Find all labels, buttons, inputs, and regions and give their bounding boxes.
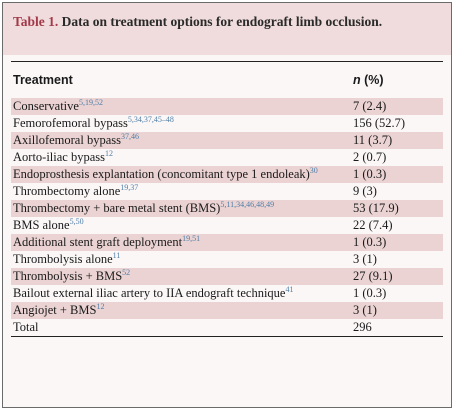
table-caption-label: Table 1. [13,14,59,29]
treatment-cell: Total [11,320,353,335]
table-row: Additional stent graft deployment19,51 1 … [11,234,443,251]
count-cell: 9 (3) [353,184,377,198]
count-cell: 7 (2.4) [353,99,387,113]
table-frame: Table 1. Data on treatment options for e… [2,2,452,408]
treatment-name: Angiojet + BMS [13,303,97,317]
treatment-cell: Aorto-iliac bypass12 [11,148,353,165]
count-cell: 27 (9.1) [353,269,393,283]
treatment-cell: Additional stent graft deployment19,51 [11,233,353,250]
count-cell: 3 (1) [353,303,377,317]
count-cell: 11 (3.7) [353,133,393,147]
table-row: Axillofemoral bypass37,46 11 (3.7) [11,132,443,149]
treatment-name: Total [13,320,39,334]
table-row: Angiojet + BMS12 3 (1) [11,302,443,319]
table-caption: Table 1. Data on treatment options for e… [3,3,451,55]
reference-superscript: 12 [96,301,105,311]
count-cell: 1 (0.3) [353,286,387,300]
table-row: Conservative5,19,52 7 (2.4) [11,98,443,115]
reference-superscript: 12 [105,148,113,158]
treatment-name: Additional stent graft deployment [13,235,183,249]
treatment-name: Thrombolysis alone [13,252,113,266]
treatment-name: Bailout external iliac artery to IIA end… [13,286,286,300]
count-cell: 296 [353,320,372,334]
reference-superscript: 19,51 [182,233,201,243]
reference-superscript: 5,11,34,46,48,49 [220,199,275,209]
count-cell: 2 (0.7) [353,150,387,164]
count-column-header-pct: (%) [360,73,384,87]
treatment-cell: Thrombolysis alone11 [11,250,353,267]
count-cell: 1 (0.3) [353,235,387,249]
treatment-name: Femorofemoral bypass [13,116,128,130]
reference-superscript: 5,34,37,45–48 [127,114,174,124]
table-row: Total 296 [11,319,443,337]
treatment-name: Aorto-iliac bypass [13,150,105,164]
treatment-column-header: Treatment [13,73,73,87]
table-row: Thrombectomy alone19,37 9 (3) [11,183,443,200]
treatment-name: Thrombectomy + bare metal stent (BMS) [13,201,221,215]
table-row: Bailout external iliac artery to IIA end… [11,285,443,302]
reference-superscript: 52 [122,267,131,277]
count-cell: 3 (1) [353,252,377,266]
treatment-name: Thrombolysis + BMS [13,269,123,283]
table-row: Thrombolysis alone11 3 (1) [11,251,443,268]
treatment-name: Axillofemoral bypass [13,133,121,147]
reference-superscript: 5,50 [69,216,84,226]
table-row: Thrombolysis + BMS52 27 (9.1) [11,268,443,285]
table-row: Femorofemoral bypass5,34,37,45–48 156 (52… [11,115,443,132]
treatment-name: Endoprosthesis explantation (concomitant… [13,167,310,181]
count-cell: 22 (7.4) [353,218,393,232]
table-body: Conservative5,19,52 7 (2.4) Femorofemoral … [11,98,443,337]
count-column-header: n (%) [353,73,443,87]
table-row: Thrombectomy + bare metal stent (BMS)5,1… [11,200,443,217]
reference-superscript: 11 [112,250,121,260]
treatment-cell: Bailout external iliac artery to IIA end… [11,284,353,301]
table-header: Treatment n (%) [11,61,443,99]
table-caption-text: Data on treatment options for endograft … [61,14,383,29]
reference-superscript: 5,19,52 [78,97,103,107]
reference-superscript: 41 [285,284,294,294]
count-cell: 53 (17.9) [353,201,399,215]
count-cell: 156 (52.7) [353,116,406,130]
count-cell: 1 (0.3) [353,167,387,181]
treatment-cell: Femorofemoral bypass5,34,37,45–48 [11,114,353,131]
reference-superscript: 30 [309,165,318,175]
table-row: BMS alone5,50 22 (7.4) [11,217,443,234]
treatment-cell: Angiojet + BMS12 [11,301,353,318]
treatment-name: Thrombectomy alone [13,184,121,198]
reference-superscript: 37,46 [120,131,139,141]
treatment-name: Conservative [13,99,79,113]
treatment-cell: BMS alone5,50 [11,216,353,233]
treatment-cell: Endoprosthesis explantation (concomitant… [11,165,353,182]
treatment-cell: Thrombectomy alone19,37 [11,182,353,199]
treatment-cell: Axillofemoral bypass37,46 [11,131,353,148]
table-row: Aorto-iliac bypass12 2 (0.7) [11,149,443,166]
treatment-cell: Conservative5,19,52 [11,97,353,114]
count-column-header-n: n [353,73,361,87]
treatment-cell: Thrombolysis + BMS52 [11,267,353,284]
reference-superscript: 19,37 [120,182,139,192]
table-row: Endoprosthesis explantation (concomitant… [11,166,443,183]
treatment-cell: Thrombectomy + bare metal stent (BMS)5,1… [11,199,353,216]
treatment-name: BMS alone [13,218,70,232]
